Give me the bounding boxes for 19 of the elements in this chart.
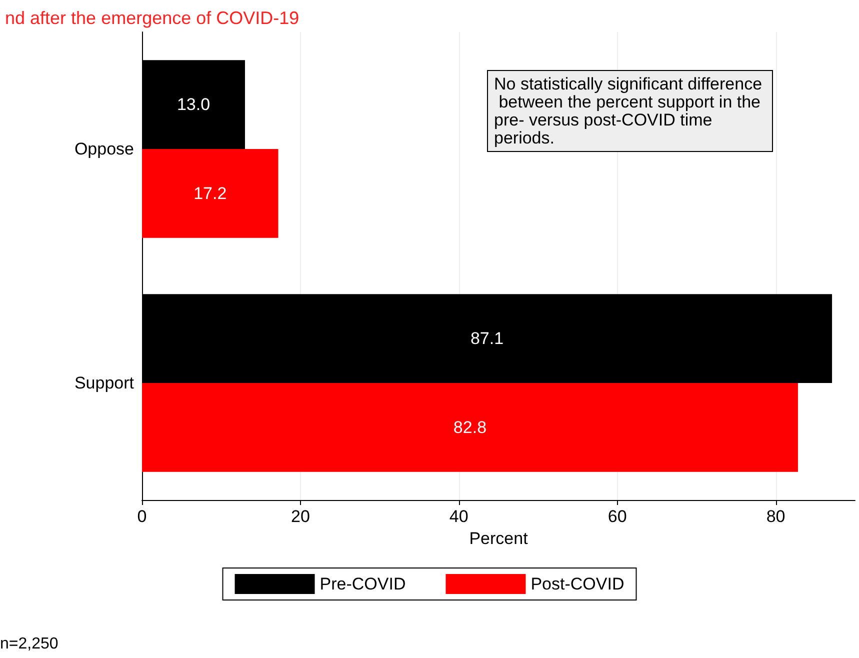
- legend-label: Post-COVID: [530, 574, 624, 594]
- data-label: 87.1: [470, 329, 504, 348]
- x-tick-label: 80: [766, 507, 786, 526]
- data-label: 82.8: [453, 418, 487, 437]
- x-tick-label: 60: [608, 507, 627, 526]
- bar: [142, 383, 798, 472]
- y-tick-label: Oppose: [74, 140, 134, 158]
- data-label: 13.0: [176, 95, 210, 114]
- bar: [142, 149, 278, 238]
- x-tick-label: 0: [137, 507, 147, 526]
- legend-label: Pre-COVID: [320, 574, 406, 594]
- x-axis-title: Percent: [469, 528, 528, 548]
- x-tick-label: 40: [449, 507, 468, 526]
- data-label: 17.2: [194, 184, 227, 203]
- x-tick-label: 20: [290, 507, 310, 526]
- y-tick-label: Support: [74, 374, 134, 392]
- chart-title: nd after the emergence of COVID-19: [5, 8, 300, 28]
- annotation: No statistically significant difference between the percent support in the pre- versus post-COVID time periods.: [494, 74, 766, 148]
- text: n=2,250: [0, 636, 58, 652]
